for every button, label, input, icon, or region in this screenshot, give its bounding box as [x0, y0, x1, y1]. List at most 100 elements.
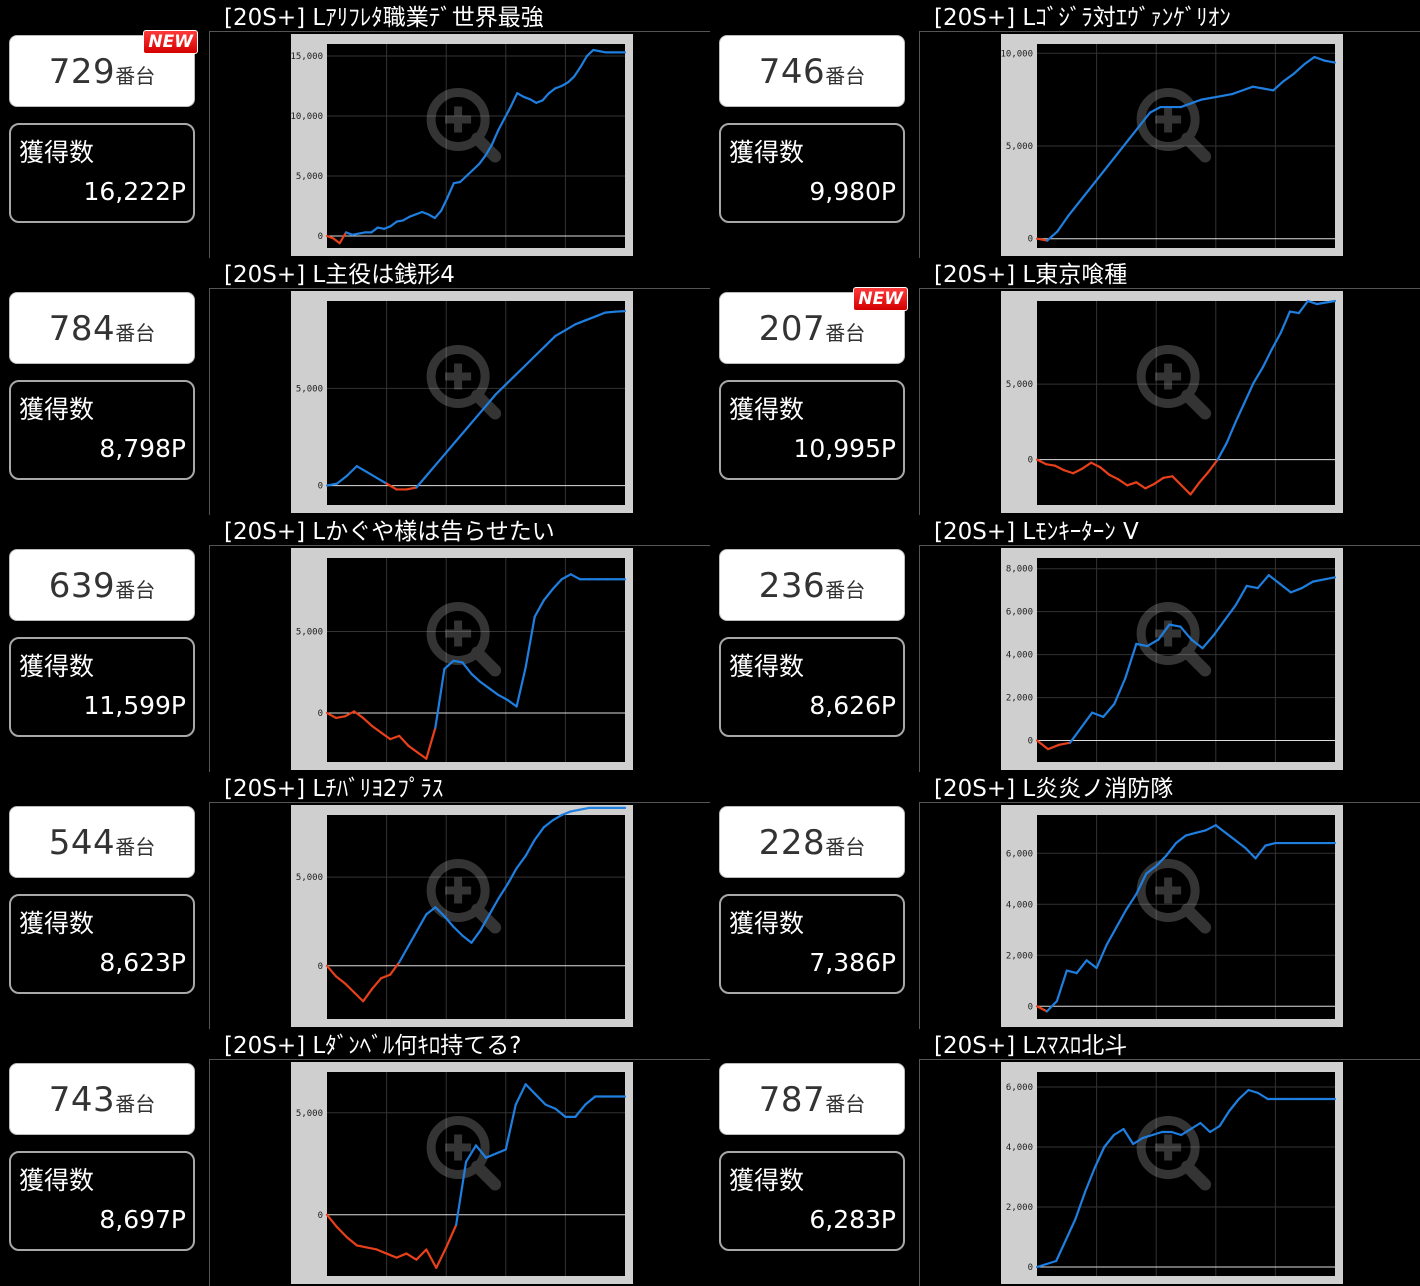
data-segment	[542, 587, 554, 602]
data-segment	[1117, 478, 1129, 487]
machine-title[interactable]: [20S+] L主役は銭形4	[224, 262, 455, 288]
slot-number: 729	[48, 52, 116, 92]
data-segment	[1199, 1121, 1212, 1134]
chart-panel[interactable]: 0 5,000	[291, 548, 633, 770]
data-segment	[1171, 475, 1183, 487]
data-segment	[1201, 634, 1215, 650]
data-segment	[407, 929, 419, 948]
y-tick-label: 2,000	[1006, 1203, 1033, 1213]
data-segment	[522, 95, 531, 101]
data-segment	[524, 838, 536, 857]
data-segment	[325, 1213, 339, 1229]
data-segment	[375, 1248, 388, 1255]
data-segment	[584, 1095, 597, 1106]
data-segment	[371, 977, 383, 990]
slot-number-box[interactable]: 784番台	[9, 292, 195, 364]
data-segment	[479, 913, 491, 932]
data-segment	[1311, 578, 1326, 583]
slot-number-box[interactable]: 787番台	[719, 1063, 905, 1135]
unit-cell: 743番台 獲得数 8,697P [20S+] Lﾀﾞﾝﾍﾞﾙ何ｷﾛ持てる? 0 5,00…	[0, 1028, 710, 1286]
data-segment	[362, 987, 374, 1003]
data-segment	[474, 1144, 488, 1159]
unit-cell: 787番台 獲得数 6,283P [20S+] Lｽﾏｽﾛ北斗 0 2,000 4,000 6…	[710, 1028, 1420, 1286]
slot-number: 787	[758, 1080, 826, 1120]
slot-number-box[interactable]: 743番台	[9, 1063, 195, 1135]
data-segment	[535, 99, 544, 104]
data-segment	[479, 680, 491, 690]
data-segment	[1216, 441, 1228, 461]
chart-panel[interactable]: 0 5,000	[291, 1062, 633, 1284]
data-segment	[425, 463, 438, 477]
data-segment	[503, 105, 512, 120]
data-segment	[551, 813, 563, 822]
chart-panel[interactable]: 0 5,000	[291, 291, 633, 513]
slot-number-box[interactable]: 207番台 NEW	[719, 287, 908, 364]
y-tick-label: 10,000	[291, 112, 323, 122]
y-tick-label: 8,000	[1006, 565, 1033, 575]
gain-value: 16,222P	[83, 177, 186, 206]
data-segment	[1234, 839, 1247, 850]
machine-title[interactable]: [20S+] Lﾓﾝｷｰﾀｰﾝ V	[934, 519, 1139, 545]
machine-title[interactable]: [20S+] Lｺﾞｼﾞﾗ対ｴｳﾞｧﾝｹﾞﾘｵﾝ	[934, 5, 1231, 31]
machine-title[interactable]: [20S+] Lﾁﾊﾞﾘﾖ2ﾌﾟﾗｽ	[224, 776, 444, 802]
data-segment	[1035, 739, 1050, 751]
slot-number-box[interactable]: 228番台	[719, 806, 905, 878]
slot-suffix: 番台	[825, 321, 866, 345]
data-segment	[1234, 401, 1246, 423]
data-segment	[515, 854, 527, 870]
slot-number-box[interactable]: 639番台	[9, 549, 195, 621]
data-segment	[433, 209, 443, 220]
gain-box: 獲得数 7,386P	[719, 894, 905, 994]
data-segment	[445, 1223, 458, 1249]
chart-panel[interactable]: 0 2,000 4,000 6,000	[1001, 805, 1343, 1027]
slot-suffix: 番台	[825, 64, 866, 88]
data-segment	[1241, 85, 1254, 92]
data-segment	[1155, 854, 1168, 868]
data-segment	[516, 92, 525, 98]
data-segment	[566, 75, 576, 84]
machine-title[interactable]: [20S+] Lかぐや様は告らせたい	[224, 519, 555, 545]
slot-number-box[interactable]: 746番台	[719, 35, 905, 107]
slot-number-box[interactable]: 236番台	[719, 549, 905, 621]
data-segment	[1292, 63, 1306, 75]
slot-suffix: 番台	[825, 835, 866, 859]
data-segment	[1279, 310, 1291, 334]
chart-panel[interactable]: 0 5,000	[291, 805, 633, 1027]
data-segment	[338, 231, 348, 245]
data-segment	[434, 667, 446, 729]
data-segment	[1065, 969, 1078, 975]
machine-title[interactable]: [20S+] Lｱﾘﾌﾚﾀ職業ﾃﾞ世界最強	[224, 5, 544, 31]
chart-panel[interactable]: 0 2,000 4,000 6,000	[1001, 1062, 1343, 1284]
machine-title[interactable]: [20S+] L東京喰種	[934, 262, 1128, 288]
chart-panel[interactable]: 0 2,000 4,000 6,000 8,000	[1001, 548, 1343, 770]
slot-number: 784	[48, 309, 116, 349]
data-segment	[1090, 461, 1102, 469]
data-segment	[560, 810, 572, 817]
data-segment	[1077, 189, 1090, 205]
data-segment	[464, 416, 478, 431]
data-segment	[569, 573, 581, 581]
data-segment	[352, 710, 365, 720]
slot-number-box[interactable]: 544番台	[9, 806, 195, 878]
data-segment	[470, 672, 482, 684]
data-segment	[1056, 215, 1069, 233]
machine-title[interactable]: [20S+] Lｽﾏｽﾛ北斗	[934, 1033, 1128, 1059]
y-tick-label: 0	[1028, 1002, 1033, 1012]
data-segment	[1189, 1121, 1202, 1131]
machine-title[interactable]: [20S+] L炎炎ノ消防隊	[934, 776, 1174, 802]
data-segment	[332, 237, 341, 245]
y-tick-label: 0	[1028, 235, 1033, 245]
slot-number-box[interactable]: 729番台 NEW	[9, 30, 198, 107]
data-segment	[325, 482, 339, 487]
data-segment	[488, 687, 500, 697]
gain-label: 獲得数	[729, 652, 805, 681]
chart-panel[interactable]: 0 5,000	[1001, 291, 1343, 513]
data-segment	[579, 54, 589, 68]
gain-value: 8,626P	[809, 691, 896, 720]
data-segment	[1069, 726, 1083, 744]
machine-title[interactable]: [20S+] Lﾀﾞﾝﾍﾞﾙ何ｷﾛ持てる?	[224, 1033, 522, 1059]
chart-panel[interactable]: 0 5,000 10,000	[1001, 34, 1343, 256]
chart-panel[interactable]: 0 5,000 10,000 15,000	[291, 34, 633, 256]
gain-label: 獲得数	[19, 138, 95, 167]
y-tick-label: 5,000	[296, 172, 323, 182]
